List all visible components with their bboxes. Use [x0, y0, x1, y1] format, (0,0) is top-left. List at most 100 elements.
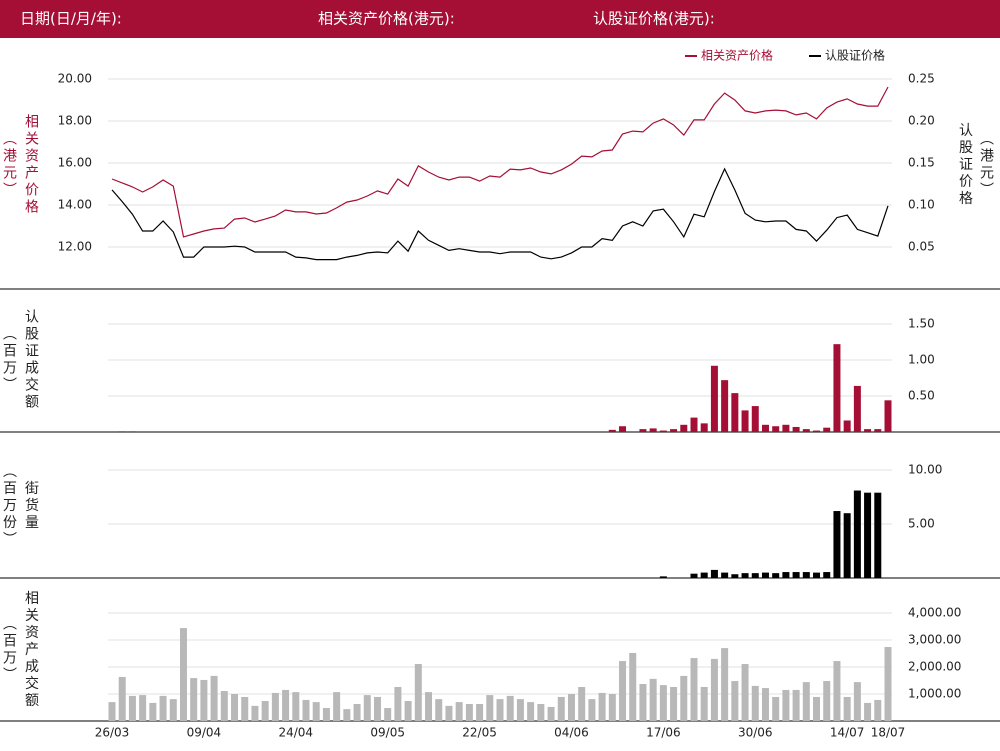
bar [496, 699, 504, 721]
bar [118, 431, 126, 432]
bar [486, 695, 494, 721]
bar [884, 400, 892, 432]
y2-axis-title: 认股证价格 [957, 123, 973, 208]
legend-label: 认股证价格 [825, 48, 885, 63]
bar [557, 696, 565, 721]
bar [231, 694, 239, 721]
bar [843, 696, 851, 721]
bar [741, 410, 749, 432]
bar [465, 703, 473, 721]
y-tick-label: 0.50 [908, 389, 935, 403]
y-tick-label: 14.00 [58, 198, 92, 212]
bar [210, 675, 218, 721]
bar [710, 569, 718, 578]
bar [384, 708, 392, 721]
bar [813, 696, 821, 721]
bar [292, 692, 300, 721]
bar [619, 661, 627, 721]
bar [169, 699, 177, 721]
bar [527, 702, 535, 721]
bar [363, 695, 371, 721]
bar [761, 572, 769, 578]
bar [802, 682, 810, 721]
bar [608, 429, 616, 432]
y-tick-label: 18.00 [58, 114, 92, 128]
bar [537, 703, 545, 721]
bar [731, 681, 739, 721]
y-axis-unit: （港元） [1, 131, 17, 199]
bar [261, 701, 269, 721]
y-tick-label: 3,000.00 [908, 633, 961, 647]
bar [741, 664, 749, 721]
bar [629, 652, 637, 721]
bar [823, 681, 831, 721]
y2-tick-label: 0.20 [908, 114, 935, 128]
bar [118, 676, 126, 721]
bar [833, 661, 841, 721]
bar [843, 513, 851, 578]
x-tick-label: 09/05 [370, 726, 405, 740]
y-tick-label: 1.50 [908, 317, 935, 331]
x-tick-label: 09/04 [187, 726, 222, 740]
bar [721, 648, 729, 721]
bar [792, 426, 800, 432]
bar [322, 708, 330, 721]
bar [813, 430, 821, 432]
bar [190, 678, 198, 721]
bar [772, 696, 780, 721]
bar [843, 420, 851, 432]
bar [772, 426, 780, 432]
y2-tick-label: 0.10 [908, 198, 935, 212]
bar [200, 679, 208, 721]
bar [282, 689, 290, 721]
bar [149, 702, 157, 721]
bar [476, 703, 484, 721]
bar [649, 678, 657, 721]
y-axis-unit: （百万份） [1, 464, 17, 549]
bar [700, 423, 708, 432]
bar [578, 686, 586, 721]
date-label: 日期(日/月/年): [20, 10, 122, 28]
bar [772, 573, 780, 578]
bar [833, 511, 841, 578]
bar [680, 424, 688, 432]
bar [853, 682, 861, 721]
bar [333, 692, 341, 721]
bar [455, 702, 463, 721]
bar [741, 573, 749, 578]
y-axis-title: 相关资产价格 [23, 114, 39, 216]
bar [404, 701, 412, 721]
warrant-label: 认股证价格(港元): [593, 10, 715, 28]
bar [874, 429, 882, 432]
bar [782, 424, 790, 432]
bar [731, 574, 739, 578]
bar [833, 344, 841, 432]
header-bar [0, 0, 1000, 38]
bar [445, 705, 453, 721]
y-tick-label: 12.00 [58, 240, 92, 254]
bar [823, 572, 831, 578]
y-tick-label: 4,000.00 [908, 606, 961, 620]
bar [220, 691, 228, 721]
bar [567, 694, 575, 721]
y-tick-label: 1.00 [908, 353, 935, 367]
y-tick-label: 20.00 [58, 72, 92, 86]
bar [864, 429, 872, 432]
bar [874, 492, 882, 578]
bar [792, 572, 800, 578]
bar [251, 705, 259, 721]
bar [619, 426, 627, 432]
underlying-label: 相关资产价格(港元): [318, 10, 455, 28]
x-tick-label: 17/06 [646, 726, 681, 740]
y-axis-unit: （百万） [1, 326, 17, 394]
bar [159, 695, 167, 721]
x-tick-label: 24/04 [278, 726, 313, 740]
y-tick-label: 5.00 [908, 517, 935, 531]
bar [853, 490, 861, 578]
bar [598, 692, 606, 721]
bar [588, 699, 596, 721]
bar [425, 692, 433, 721]
y-axis-title: 相关资产成交额 [23, 591, 39, 710]
series-line [111, 167, 889, 261]
